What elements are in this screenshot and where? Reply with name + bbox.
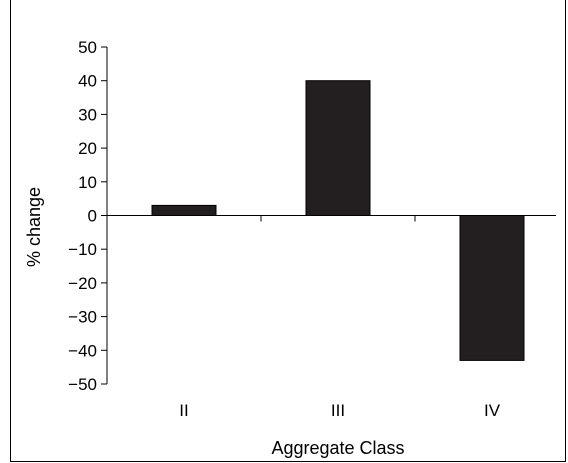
y-tick-label: 30 — [78, 105, 97, 124]
x-tick-label: III — [331, 401, 345, 420]
y-tick-label: 20 — [78, 139, 97, 158]
y-tick-label: 0 — [88, 207, 97, 226]
bar-III — [305, 80, 371, 216]
y-tick-label: −20 — [68, 274, 97, 293]
bar-IV — [459, 215, 525, 361]
y-axis-title: % change — [24, 187, 44, 267]
y-tick-label: 40 — [78, 72, 97, 91]
y-tick-label: 10 — [78, 173, 97, 192]
x-axis-title: Aggregate Class — [271, 438, 404, 458]
y-tick-label: −40 — [68, 341, 97, 360]
x-tick-label: II — [179, 401, 188, 420]
bars — [151, 80, 525, 361]
y-tick-label: −50 — [68, 375, 97, 394]
y-tick-label: −30 — [68, 308, 97, 327]
y-axis: 50 40 30 20 10 0 −10 −20 −30 −40 −50 — [68, 38, 108, 394]
y-tick-label: 50 — [78, 38, 97, 57]
y-tick-label: −10 — [68, 240, 97, 259]
x-tick-label: IV — [484, 401, 501, 420]
bar-II — [151, 204, 217, 216]
